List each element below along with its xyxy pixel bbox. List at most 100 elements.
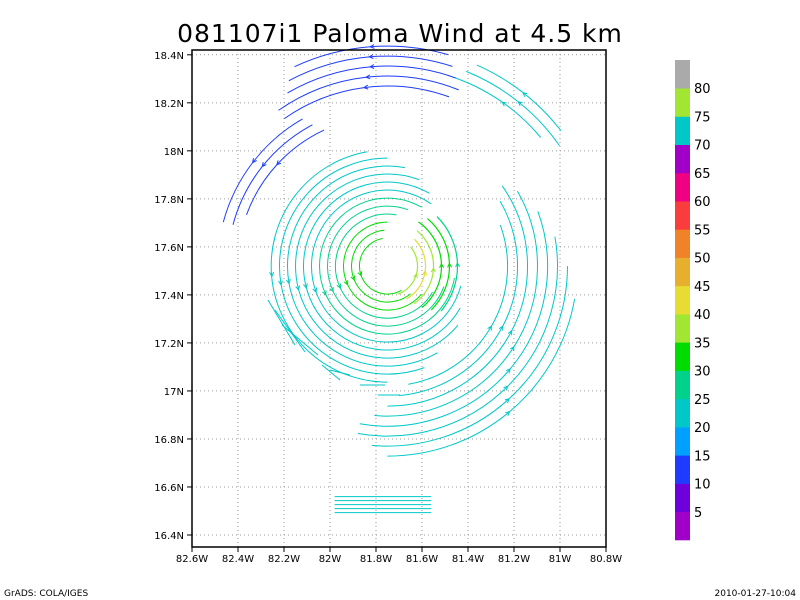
colorbar-label: 5 (694, 506, 702, 521)
colorbar-segment (675, 455, 690, 484)
y-tick-label: 16.4N (154, 531, 184, 542)
plot-frame (191, 49, 607, 548)
colorbar-segment (675, 342, 690, 371)
wind-arrow (503, 385, 509, 391)
y-tick-label: 17.4N (154, 291, 184, 302)
wind-arrow (364, 74, 371, 80)
streamline (327, 205, 445, 327)
colorbar-segment (675, 229, 690, 258)
colorbar-segment (675, 116, 690, 146)
streamline (374, 190, 538, 417)
wind-arrow (498, 325, 504, 331)
colorbar-label: 45 (694, 280, 711, 295)
wind-arrow (278, 280, 283, 286)
streamline (329, 369, 351, 376)
wind-arrow (439, 262, 445, 269)
colorbar-segment (675, 60, 690, 89)
wind-arrow (517, 100, 523, 107)
colorbar-label: 30 (694, 365, 711, 380)
wind-arrow (336, 283, 341, 290)
chart-title: 081107i1 Paloma Wind at 4.5 km (177, 19, 623, 48)
streamline (287, 165, 438, 367)
streamline (387, 299, 576, 457)
streamline (281, 324, 319, 356)
colorbar: 5 10 15 20 25 30 35 40 45 50 55 60 65 70 75 80 (675, 60, 711, 541)
streamline (321, 364, 341, 381)
colorbar-segment (675, 398, 690, 428)
wind-arrow (505, 368, 511, 374)
streamline (476, 64, 562, 131)
colorbar-segment (675, 172, 690, 202)
wind-arrow (507, 329, 513, 336)
y-tick-label: 17N (164, 387, 184, 398)
x-tick-label: 82.2W (268, 554, 300, 565)
y-tick-label: 17.8N (154, 195, 184, 206)
wind-arrow (295, 285, 300, 291)
wind-arrow (509, 345, 515, 352)
wind-arrow (369, 44, 375, 49)
footer-credit: GrADS: COLA/IGES (4, 589, 88, 599)
colorbar-label: 15 (694, 449, 711, 464)
wind-arrow (261, 161, 267, 168)
axis-ticks: 82.6W 82.4W 82.2W 82W 81.8W 81.6W 81.4W 81.2W 81… (154, 51, 622, 565)
x-tick-label: 81.6W (406, 554, 438, 565)
wind-arrow (413, 272, 418, 279)
streamline (397, 246, 419, 295)
colorbar-segment (675, 370, 690, 400)
wind-arrow (329, 286, 334, 293)
wind-arrow (455, 261, 461, 268)
wind-arrow (368, 64, 375, 69)
colorbar-label: 55 (694, 223, 711, 238)
x-tick-label: 80.8W (590, 554, 622, 565)
y-tick-label: 18.2N (154, 99, 184, 110)
x-tick-label: 81.2W (498, 554, 530, 565)
y-tick-label: 18.4N (154, 51, 184, 62)
streamline (351, 229, 411, 303)
wind-arrow (368, 54, 374, 59)
streamline (427, 218, 451, 311)
wind-arrow (312, 287, 318, 294)
streamline (319, 197, 455, 335)
wind-arrow (276, 160, 282, 166)
colorbar-label: 10 (694, 478, 711, 493)
y-tick-label: 16.6N (154, 483, 184, 494)
y-tick-label: 17.2N (154, 339, 184, 350)
colorbar-label: 35 (694, 336, 711, 351)
streamline (406, 238, 427, 300)
x-tick-label: 81W (549, 554, 572, 565)
colorbar-segment (675, 257, 690, 287)
streamline (436, 216, 459, 312)
wind-arrow (322, 290, 327, 296)
x-tick-label: 82.6W (176, 554, 208, 565)
wind-arrow (505, 410, 511, 416)
wind-arrow (285, 279, 291, 285)
colorbar-label: 65 (694, 167, 711, 182)
colorbar-segment (675, 285, 690, 315)
streamline (222, 118, 303, 223)
wind-arrow (251, 158, 257, 164)
colorbar-label: 50 (694, 252, 711, 267)
streamline (274, 309, 306, 353)
streamline (466, 70, 560, 146)
wind-arrow (362, 84, 369, 90)
x-tick-label: 81.8W (360, 554, 392, 565)
wind-arrow (430, 266, 436, 273)
colorbar-segment (675, 88, 690, 117)
y-tick-label: 17.6N (154, 243, 184, 254)
wind-arrow (350, 275, 356, 281)
colorbar-segment (675, 201, 690, 230)
colorbar-segment (675, 144, 690, 174)
colorbar-label: 70 (694, 139, 711, 154)
colorbar-segment (675, 427, 690, 456)
footer-timestamp: 2010-01-27-10:04 (715, 589, 797, 599)
wind-arrow (447, 262, 453, 268)
wind-arrow (522, 92, 528, 98)
wind-arrow (504, 398, 510, 404)
colorbar-label: 80 (694, 82, 711, 97)
wind-arrow (269, 271, 275, 278)
colorbar-segment (675, 483, 690, 513)
wind-arrow (303, 283, 308, 289)
colorbar-segment (675, 314, 690, 343)
x-tick-label: 82.4W (222, 554, 254, 565)
